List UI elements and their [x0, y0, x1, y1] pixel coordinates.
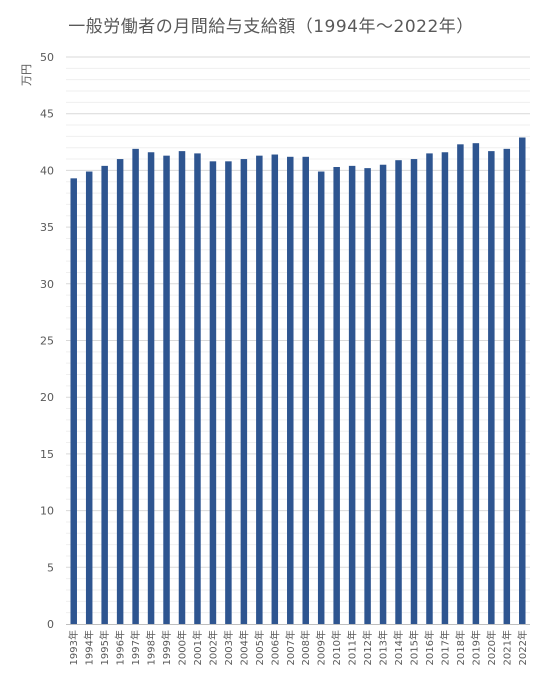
- bar: [503, 148, 511, 624]
- chart-title: 一般労働者の月間給与支給額（1994年～2022年）: [68, 17, 474, 37]
- x-tick-label: 2010年: [330, 630, 343, 665]
- bar: [178, 151, 186, 624]
- x-tick-label: 2020年: [485, 630, 498, 665]
- bar: [116, 159, 124, 624]
- x-tick-label: 2005年: [253, 630, 266, 665]
- y-tick-label: 40: [40, 164, 54, 177]
- y-tick-label: 35: [40, 221, 54, 234]
- bar: [240, 159, 248, 624]
- bar: [147, 152, 155, 625]
- bar: [163, 155, 170, 624]
- y-tick-label: 10: [40, 505, 54, 518]
- bar: [519, 137, 526, 624]
- y-tick-label: 45: [40, 108, 54, 121]
- gridlines: [66, 56, 530, 614]
- bar: [302, 156, 309, 625]
- bar: [225, 161, 232, 624]
- x-tick-label: 1998年: [145, 630, 158, 665]
- bar: [256, 155, 263, 624]
- y-axis-ticks: 0 5 10 15 20 25 30 35 40 45 50: [40, 51, 54, 631]
- bar: [395, 160, 402, 624]
- bars: [70, 137, 526, 625]
- y-axis-unit-label: 万円: [20, 64, 33, 86]
- x-tick-label: 2014年: [392, 630, 405, 665]
- bar: [132, 148, 139, 624]
- x-tick-label: 2001年: [191, 630, 204, 665]
- x-tick-label: 1993年: [67, 630, 80, 665]
- x-tick-label: 1995年: [98, 630, 111, 665]
- x-tick-label: 1999年: [160, 630, 173, 665]
- bar: [317, 171, 325, 624]
- x-tick-label: 2008年: [299, 630, 312, 665]
- bar: [364, 168, 371, 624]
- x-tick-label: 2018年: [454, 630, 467, 665]
- x-tick-label: 2015年: [408, 630, 421, 665]
- x-tick-label: 2022年: [516, 630, 529, 665]
- x-tick-label: 2017年: [438, 630, 451, 665]
- y-tick-label: 25: [40, 335, 54, 348]
- bar: [101, 165, 108, 624]
- x-tick-label: 2013年: [377, 630, 390, 665]
- bar: [488, 151, 495, 624]
- bar: [271, 154, 279, 625]
- bar: [457, 144, 464, 624]
- bar: [194, 153, 201, 624]
- x-tick-label: 2000年: [176, 630, 189, 665]
- bar: [85, 171, 93, 624]
- x-tick-label: 2012年: [361, 630, 374, 665]
- bar: [209, 161, 217, 624]
- x-tick-label: 2003年: [222, 630, 235, 665]
- y-tick-label: 50: [40, 51, 54, 64]
- bar: [287, 156, 294, 625]
- x-tick-label: 2011年: [346, 630, 359, 665]
- y-tick-label: 15: [40, 448, 54, 461]
- x-tick-label: 2004年: [237, 630, 250, 665]
- x-tick-label: 2019年: [469, 630, 482, 665]
- bar: [333, 166, 340, 625]
- y-tick-label: 0: [47, 618, 54, 631]
- bar: [426, 153, 433, 624]
- x-tick-label: 1994年: [83, 630, 96, 665]
- x-tick-label: 2021年: [500, 630, 513, 665]
- bar: [441, 152, 449, 625]
- bar: [70, 178, 77, 624]
- y-tick-label: 5: [47, 561, 54, 574]
- x-tick-label: 2007年: [284, 630, 297, 665]
- x-tick-label: 2009年: [315, 630, 328, 665]
- bar: [348, 165, 356, 624]
- y-tick-label: 30: [40, 278, 54, 291]
- x-tick-label: 2006年: [268, 630, 281, 665]
- x-tick-label: 2002年: [206, 630, 219, 665]
- x-axis-ticks: 1993年 1994年 1995年 1996年 1997年 1998年 1999年 2000年…: [67, 630, 529, 665]
- x-tick-label: 1997年: [129, 630, 142, 665]
- y-tick-label: 20: [40, 391, 54, 404]
- x-tick-label: 1996年: [114, 630, 127, 665]
- x-tick-label: 2016年: [423, 630, 436, 665]
- bar: [472, 143, 480, 624]
- bar: [379, 164, 387, 625]
- bar: [410, 159, 418, 624]
